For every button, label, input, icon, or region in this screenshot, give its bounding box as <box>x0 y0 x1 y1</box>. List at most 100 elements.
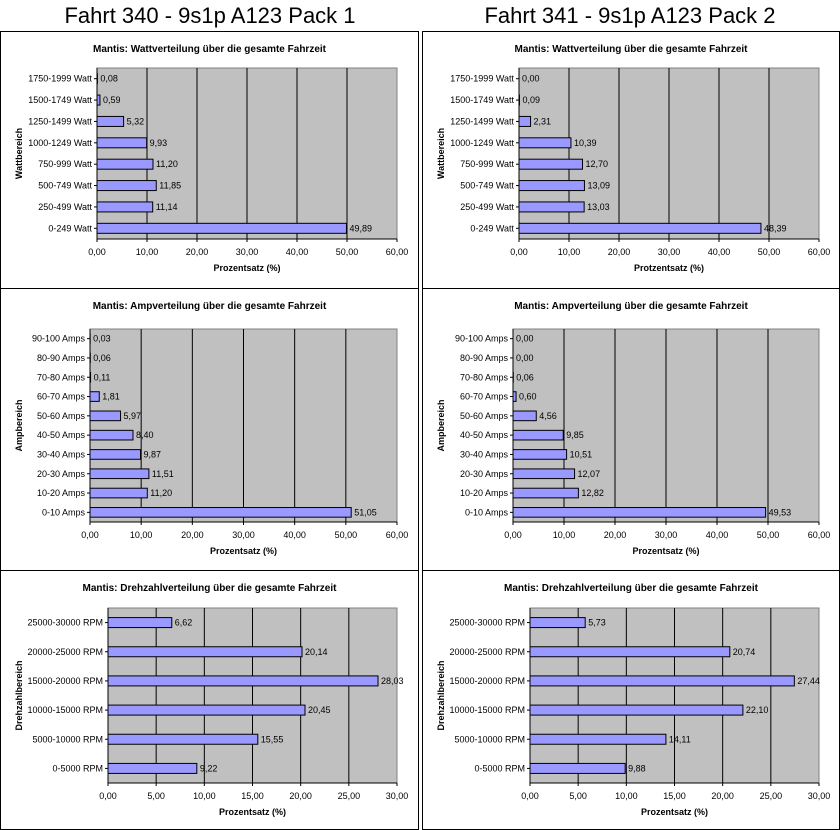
c1-category-label: 0-249 Watt <box>470 223 514 233</box>
c1-x-tick-label: 50,00 <box>758 247 781 257</box>
c1-bar <box>518 180 585 192</box>
c5-x-tick-label: 0,00 <box>521 791 539 801</box>
c3-value-label: 49,53 <box>769 507 792 517</box>
c2-value-label: 9,87 <box>144 449 162 459</box>
c3-bar <box>512 487 579 499</box>
c4-x-axis-title: Prozentsatz (%) <box>219 807 286 817</box>
c0-value-label: 5,32 <box>127 116 145 126</box>
c2-category-label: 30-40 Amps <box>37 449 86 459</box>
c3-category-label: 60-70 Amps <box>460 392 509 402</box>
c3-x-tick-label: 0,00 <box>504 530 522 540</box>
c3-x-tick-label: 40,00 <box>706 530 729 540</box>
c3-value-label: 4,56 <box>539 411 557 421</box>
c1-x-tick-label: 20,00 <box>608 247 631 257</box>
c5-bar <box>529 675 795 687</box>
c5-category-label: 15000-20000 RPM <box>449 676 525 686</box>
c3-value-label: 0,00 <box>516 334 534 344</box>
c1-bar <box>518 222 762 234</box>
c0-bar <box>96 94 101 106</box>
c5-category-label: 25000-30000 RPM <box>449 618 525 628</box>
c2-bar <box>89 371 92 383</box>
c1-x-axis-title: Protzentsatz (%) <box>634 263 704 273</box>
c0-bar <box>96 222 347 234</box>
c5-category-label: 20000-25000 RPM <box>449 647 525 657</box>
c4-x-tick-label: 5,00 <box>147 791 165 801</box>
c5-value-label: 9,88 <box>628 763 646 773</box>
c0-chart-title: Mantis: Wattverteilung über die gesamte … <box>93 44 327 55</box>
c0-x-tick-label: 10,00 <box>136 247 159 257</box>
c1-value-label: 0,00 <box>522 74 540 84</box>
c2-x-axis-title: Prozentsatz (%) <box>210 546 277 556</box>
c2-bar <box>89 449 142 460</box>
c0-x-tick-label: 20,00 <box>186 247 209 257</box>
c5-x-tick-label: 10,00 <box>615 791 638 801</box>
c3-x-tick-label: 30,00 <box>655 530 678 540</box>
c4-bar <box>107 617 173 629</box>
c4-x-tick-label: 25,00 <box>338 791 361 801</box>
c3-category-label: 30-40 Amps <box>460 449 509 459</box>
c2-category-label: 70-80 Amps <box>37 372 86 382</box>
c4-bar <box>107 733 259 745</box>
c4-value-label: 9,22 <box>200 763 218 773</box>
c5-x-tick-label: 20,00 <box>711 791 734 801</box>
c4-category-label: 5000-10000 RPM <box>32 734 103 744</box>
c2-value-label: 51,05 <box>354 507 377 517</box>
c4-category-label: 25000-30000 RPM <box>27 618 103 628</box>
c1-bar <box>518 115 532 127</box>
c2-category-label: 80-90 Amps <box>37 353 86 363</box>
chart-amp-pack2: Mantis: Ampverteilung über die gesamte F… <box>436 301 831 556</box>
c3-value-label: 12,82 <box>581 488 604 498</box>
c3-bar <box>512 410 537 422</box>
c4-category-label: 0-5000 RPM <box>52 763 103 773</box>
c5-bar <box>529 762 626 774</box>
c0-y-axis-title: Wattbereich <box>14 128 24 179</box>
c3-category-label: 0-10 Amps <box>465 507 509 517</box>
c1-x-tick-label: 30,00 <box>658 247 681 257</box>
c2-value-label: 0,11 <box>94 372 111 382</box>
chart-panel-amp-pack1: Mantis: Ampverteilung über die gesamte F… <box>0 288 419 571</box>
c1-category-label: 1000-1249 Watt <box>450 138 514 148</box>
c3-bar <box>512 391 517 402</box>
c3-category-label: 40-50 Amps <box>460 430 509 440</box>
c4-x-tick-label: 0,00 <box>99 791 117 801</box>
c2-y-axis-title: Ampbereich <box>14 399 24 451</box>
c0-value-label: 11,85 <box>159 181 181 191</box>
c5-bar <box>529 704 744 716</box>
c2-bar <box>89 410 122 422</box>
c0-bar <box>96 137 148 149</box>
c0-category-label: 1000-1249 Watt <box>28 138 92 148</box>
c3-x-axis-title: Prozentsatz (%) <box>632 546 699 556</box>
c1-value-label: 13,03 <box>587 202 610 212</box>
chart-panel-rpm-pack2: Mantis: Drehzahlverteilung über die gesa… <box>422 570 840 830</box>
c4-y-axis-title: Drehzahlbereich <box>14 660 24 730</box>
c3-bar <box>512 449 568 460</box>
c1-chart-title: Mantis: Wattverteilung über die gesamte … <box>514 44 748 55</box>
c2-x-tick-label: 0,00 <box>81 530 99 540</box>
c3-bar <box>512 468 576 480</box>
c3-x-tick-label: 60,00 <box>808 530 831 540</box>
c0-category-label: 1500-1749 Watt <box>28 95 92 105</box>
c1-value-label: 48,39 <box>764 223 787 233</box>
c3-category-label: 80-90 Amps <box>460 353 509 363</box>
c2-value-label: 11,51 <box>152 469 174 479</box>
c0-value-label: 0,59 <box>103 95 121 105</box>
c2-bar <box>89 429 134 441</box>
c1-y-axis-title: Wattbereich <box>436 128 446 179</box>
c2-value-label: 5,97 <box>124 411 142 421</box>
c3-value-label: 12,07 <box>578 469 601 479</box>
c1-value-label: 10,39 <box>574 138 597 148</box>
column-title-right: Fahrt 341 - 9s1p A123 Pack 2 <box>484 3 776 28</box>
c1-value-label: 13,09 <box>587 181 610 191</box>
c2-value-label: 11,20 <box>150 488 172 498</box>
c3-bar <box>512 429 564 441</box>
c4-category-label: 15000-20000 RPM <box>27 676 103 686</box>
c1-value-label: 0,09 <box>522 95 540 105</box>
c4-value-label: 15,55 <box>261 734 284 744</box>
c0-bar <box>96 158 154 170</box>
c4-x-tick-label: 10,00 <box>193 791 216 801</box>
c2-value-label: 8,40 <box>136 430 154 440</box>
c3-value-label: 0,06 <box>516 372 534 382</box>
column-title-left: Fahrt 340 - 9s1p A123 Pack 1 <box>64 3 356 28</box>
c5-x-tick-label: 5,00 <box>569 791 587 801</box>
c3-x-tick-label: 10,00 <box>553 530 576 540</box>
